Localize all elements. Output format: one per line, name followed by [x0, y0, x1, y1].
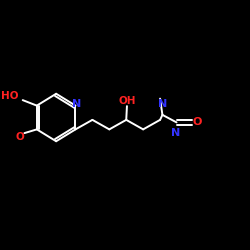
Text: O: O [192, 118, 202, 127]
Text: O: O [16, 132, 25, 142]
Text: N: N [172, 128, 181, 138]
Text: N: N [158, 99, 167, 109]
Text: HO: HO [0, 91, 18, 101]
Text: OH: OH [118, 96, 136, 106]
Text: N: N [72, 99, 81, 110]
